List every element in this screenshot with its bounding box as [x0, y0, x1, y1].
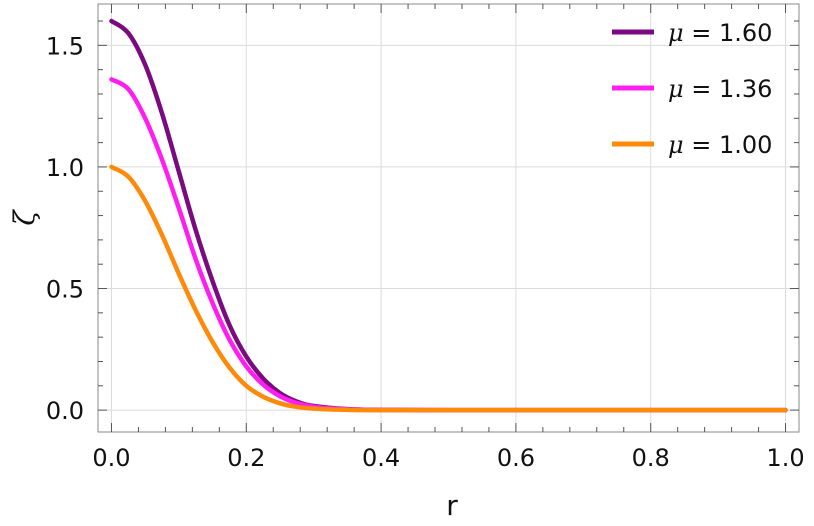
y-tick-label: 1.0: [46, 154, 84, 182]
plot-border: [97, 3, 800, 433]
legend-entry: μ = 1.00: [612, 131, 772, 159]
y-axis-title: ζ: [8, 209, 41, 226]
y-tick-label: 0.0: [46, 397, 84, 425]
legend: μ = 1.60μ = 1.36μ = 1.00: [612, 19, 772, 159]
axis-ticks: [98, 4, 799, 432]
x-tick-label: 0.4: [362, 444, 400, 472]
legend-entry: μ = 1.60: [612, 19, 772, 47]
legend-label: μ = 1.00: [668, 131, 772, 159]
x-tick-label: 0.6: [497, 444, 535, 472]
legend-symbol: μ: [668, 131, 684, 159]
legend-symbol: μ: [668, 19, 684, 47]
grid-lines: [98, 4, 799, 432]
legend-value: = 1.36: [684, 75, 773, 103]
series-line-1: [109, 77, 788, 413]
x-axis-title: r: [446, 489, 458, 522]
series-lines: [109, 18, 788, 413]
legend-entry: μ = 1.36: [612, 75, 772, 103]
legend-label: μ = 1.36: [668, 75, 772, 103]
legend-symbol: μ: [668, 75, 684, 103]
x-tick-label: 0.8: [632, 444, 670, 472]
tick-labels: 0.0 0.2 0.4 0.6 0.8 1.0 0.0 0.5 1.0 1.5: [46, 32, 805, 472]
plot-frame: [97, 3, 800, 433]
series-line-2: [109, 164, 788, 413]
x-tick-label: 1.0: [766, 444, 804, 472]
y-tick-label: 0.5: [46, 276, 84, 304]
x-tick-label: 0.2: [227, 444, 265, 472]
legend-value: = 1.60: [684, 19, 773, 47]
x-tick-label: 0.0: [92, 444, 130, 472]
legend-value: = 1.00: [684, 131, 773, 159]
y-tick-label: 1.5: [46, 32, 84, 60]
legend-label: μ = 1.60: [668, 19, 772, 47]
